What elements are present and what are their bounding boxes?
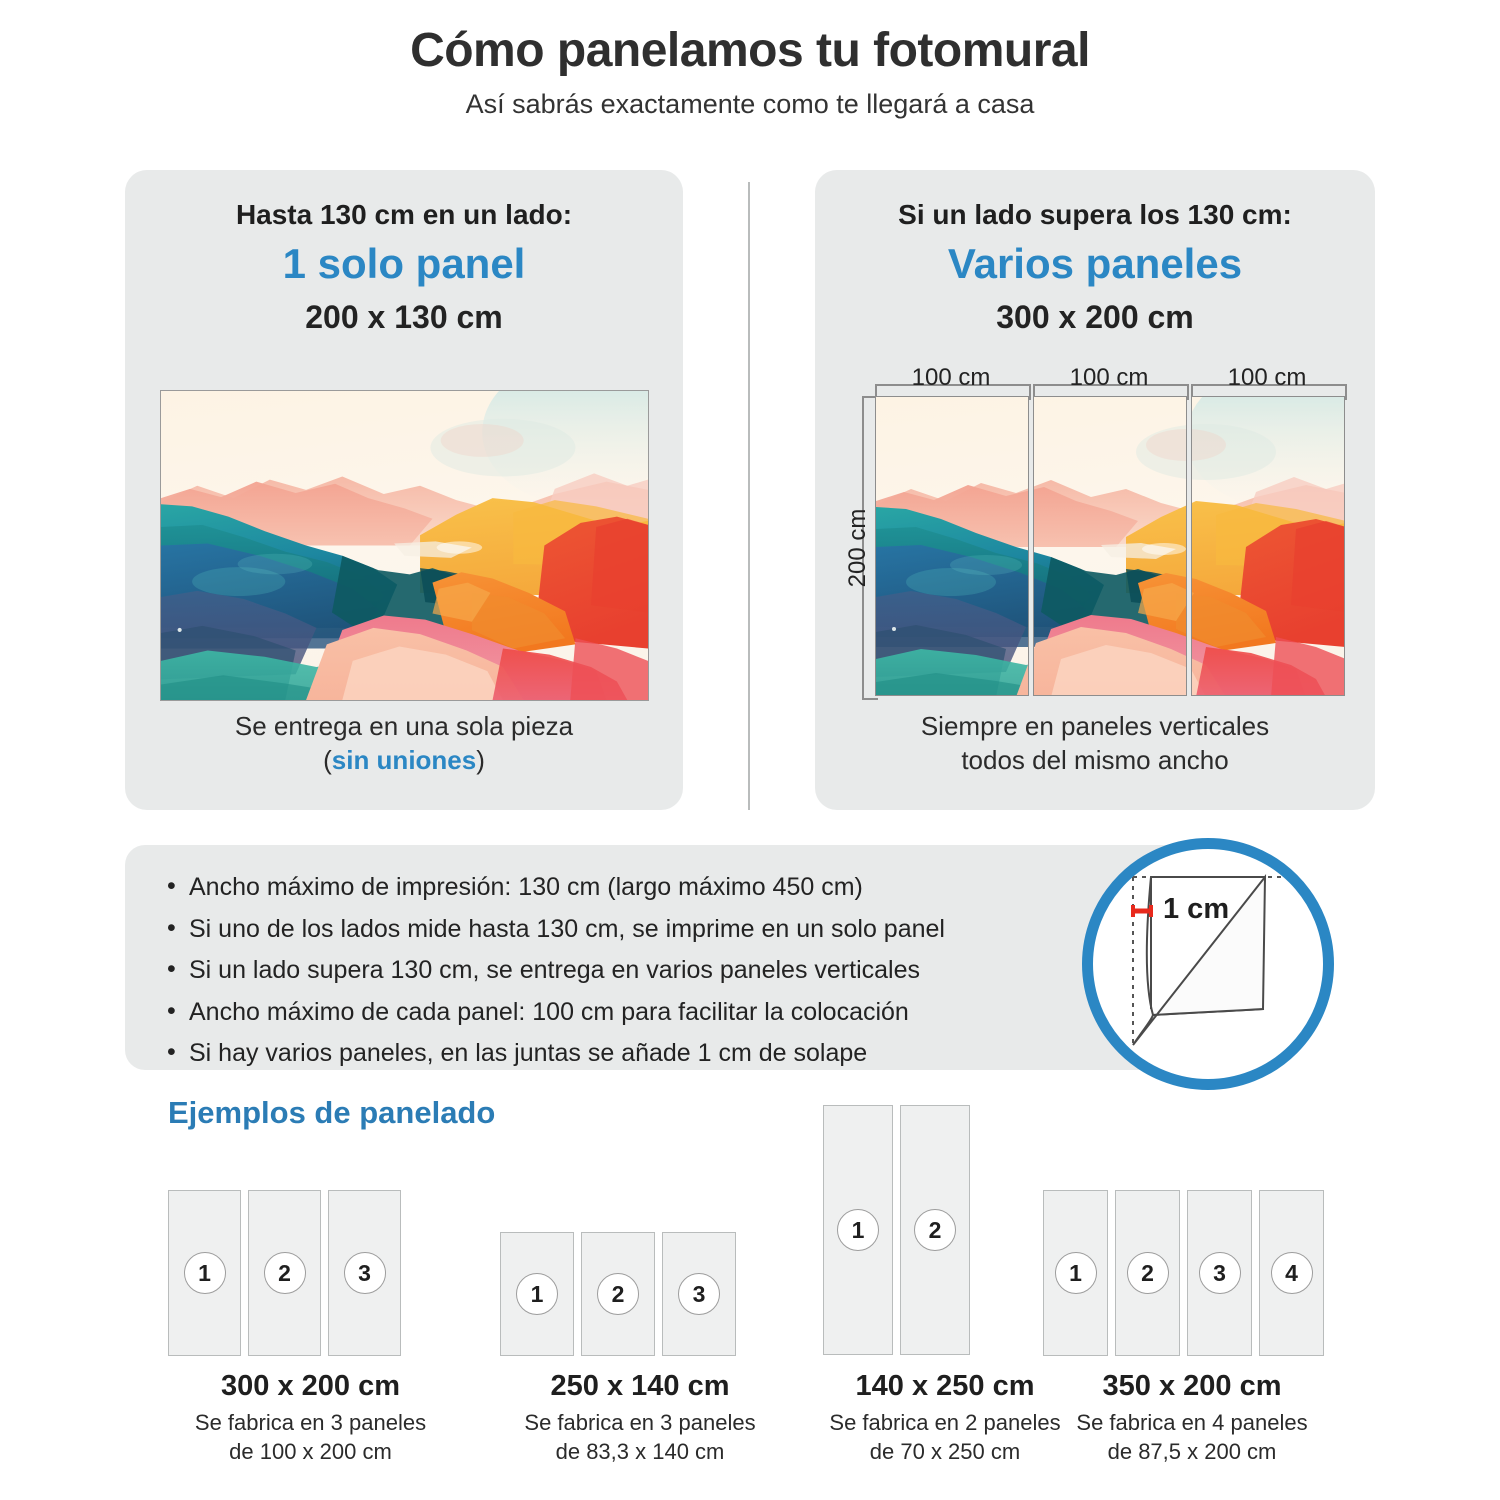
notes-list: Ancho máximo de impresión: 130 cm (largo… <box>125 845 1245 1075</box>
note-item: Si hay varios paneles, en las juntas se … <box>167 1032 1245 1075</box>
example-sub-line2: de 70 x 250 cm <box>869 1438 1021 1464</box>
card-multi-dimensions: 300 x 200 cm <box>996 298 1194 335</box>
example-1-panels: 1 2 3 <box>168 1190 401 1356</box>
example-4-panels: 1 2 3 4 <box>1043 1190 1324 1356</box>
example-panel: 2 <box>248 1190 321 1356</box>
example-sub-line1: Se fabrica en 3 paneles <box>524 1410 756 1436</box>
artwork-panel-3 <box>1191 396 1345 696</box>
panel-curl <box>1132 874 1267 1046</box>
example-2-panels: 1 2 3 <box>500 1232 736 1356</box>
artwork-single-panel <box>160 390 649 701</box>
panel-number: 1 <box>516 1273 558 1315</box>
panel-number: 2 <box>914 1209 956 1251</box>
paren-close: ) <box>476 744 485 775</box>
vertical-divider <box>748 182 750 810</box>
note-item: Si un lado supera 130 cm, se entrega en … <box>167 949 1245 992</box>
card-single-title: Hasta 130 cm en un lado: <box>235 199 573 230</box>
example-sub-line1: Se fabrica en 3 paneles <box>194 1410 427 1436</box>
width-label-1: 100 cm <box>911 364 991 391</box>
artwork-panel-2-inner <box>1034 397 1186 695</box>
card-single-dimensions: 200 x 130 cm <box>305 298 503 335</box>
examples-title: Ejemplos de panelado <box>168 1095 496 1130</box>
example-2-caption: 250 x 140 cm Se fabrica en 3 paneles de … <box>460 1368 820 1466</box>
example-panel: 2 <box>900 1105 970 1355</box>
note-item: Si uno de los lados mide hasta 130 cm, s… <box>167 908 1245 951</box>
width-label-2: 100 cm <box>1069 364 1149 391</box>
artwork-image <box>161 391 648 700</box>
height-bracket <box>862 396 878 700</box>
example-panel: 3 <box>1187 1190 1252 1356</box>
example-sub-line1: Se fabrica en 4 paneles <box>1076 1410 1308 1436</box>
panel-number: 2 <box>1126 1252 1169 1294</box>
panel-number: 3 <box>1198 1252 1241 1294</box>
panel-number: 3 <box>343 1252 386 1294</box>
artwork-panel-3-inner <box>1192 397 1344 695</box>
panel-number: 2 <box>597 1273 639 1315</box>
page-header: Cómo panelamos tu fotomural Así sabrás e… <box>0 24 1500 120</box>
example-panel: 3 <box>328 1190 401 1356</box>
width-bracket-2 <box>1033 384 1189 400</box>
panel-number: 2 <box>263 1252 306 1294</box>
overlap-illustration <box>1131 874 1283 1046</box>
width-label-3: 100 cm <box>1227 364 1307 391</box>
example-panel: 1 <box>168 1190 241 1356</box>
card-multi-title: Si un lado supera los 130 cm: <box>898 199 1292 230</box>
example-panel: 1 <box>1043 1190 1108 1356</box>
example-1-caption: 300 x 200 cm Se fabrica en 3 paneles de … <box>133 1368 488 1466</box>
card-single-footer-line1: Se entrega en una sola pieza <box>234 711 574 741</box>
note-item: Ancho máximo de impresión: 130 cm (largo… <box>167 866 1245 909</box>
card-multi-footer-line2: todos del mismo ancho <box>961 744 1229 775</box>
height-label: 200 cm <box>844 508 871 588</box>
example-sub-line1: Se fabrica en 2 paneles <box>829 1410 1061 1436</box>
page-title: Cómo panelamos tu fotomural <box>410 24 1090 77</box>
example-panel: 2 <box>581 1232 655 1356</box>
example-sub-line2: de 83,3 x 140 cm <box>555 1438 725 1464</box>
example-panel: 3 <box>662 1232 736 1356</box>
example-panel: 1 <box>823 1105 893 1355</box>
note-item: Ancho máximo de cada panel: 100 cm para … <box>167 991 1245 1034</box>
example-dimensions: 250 x 140 cm <box>550 1370 730 1402</box>
width-bracket-3 <box>1191 384 1347 400</box>
example-dimensions: 140 x 250 cm <box>855 1370 1035 1402</box>
example-panel: 2 <box>1115 1190 1180 1356</box>
notes-panel: Ancho máximo de impresión: 130 cm (largo… <box>125 845 1245 1073</box>
example-dimensions: 350 x 200 cm <box>1102 1370 1282 1402</box>
artwork-panel-1 <box>875 396 1029 696</box>
card-single-footer: Se entrega en una sola pieza (sin unione… <box>125 710 683 778</box>
card-single-footer-accent: sin uniones <box>331 744 477 775</box>
example-panel: 1 <box>500 1232 574 1356</box>
card-multi-footer-line1: Siempre en paneles verticales <box>920 711 1270 741</box>
paren-open: ( <box>323 744 332 775</box>
card-multi-accent: Varios paneles <box>947 239 1243 287</box>
overlap-diagram: 1 cm <box>1082 838 1334 1090</box>
card-multi-footer: Siempre en paneles verticales todos del … <box>815 710 1375 778</box>
overlap-label: 1 cm <box>1163 893 1230 925</box>
panel-number: 1 <box>1054 1252 1097 1294</box>
page-subtitle: Así sabrás exactamente como te llegará a… <box>465 88 1035 119</box>
example-4-caption: 350 x 200 cm Se fabrica en 4 paneles de … <box>1012 1368 1372 1466</box>
panel-number: 1 <box>183 1252 226 1294</box>
artwork-panel-1-inner <box>876 397 1028 695</box>
artwork-image <box>1034 397 1186 695</box>
example-sub-line2: de 87,5 x 200 cm <box>1107 1438 1277 1464</box>
panel-number: 4 <box>1270 1252 1313 1294</box>
card-single-accent: 1 solo panel <box>282 239 526 287</box>
artwork-panel-2 <box>1033 396 1187 696</box>
example-3-panels: 1 2 <box>823 1105 970 1355</box>
example-dimensions: 300 x 200 cm <box>221 1370 400 1402</box>
panel-number: 1 <box>837 1209 879 1251</box>
artwork-image <box>1192 397 1344 695</box>
example-sub-line2: de 100 x 200 cm <box>229 1438 392 1464</box>
example-panel: 4 <box>1259 1190 1324 1356</box>
panel-number: 3 <box>678 1273 720 1315</box>
artwork-image <box>876 397 1028 695</box>
example-3-caption: 140 x 250 cm Se fabrica en 2 paneles de … <box>765 1368 1125 1466</box>
width-bracket-1 <box>875 384 1031 400</box>
